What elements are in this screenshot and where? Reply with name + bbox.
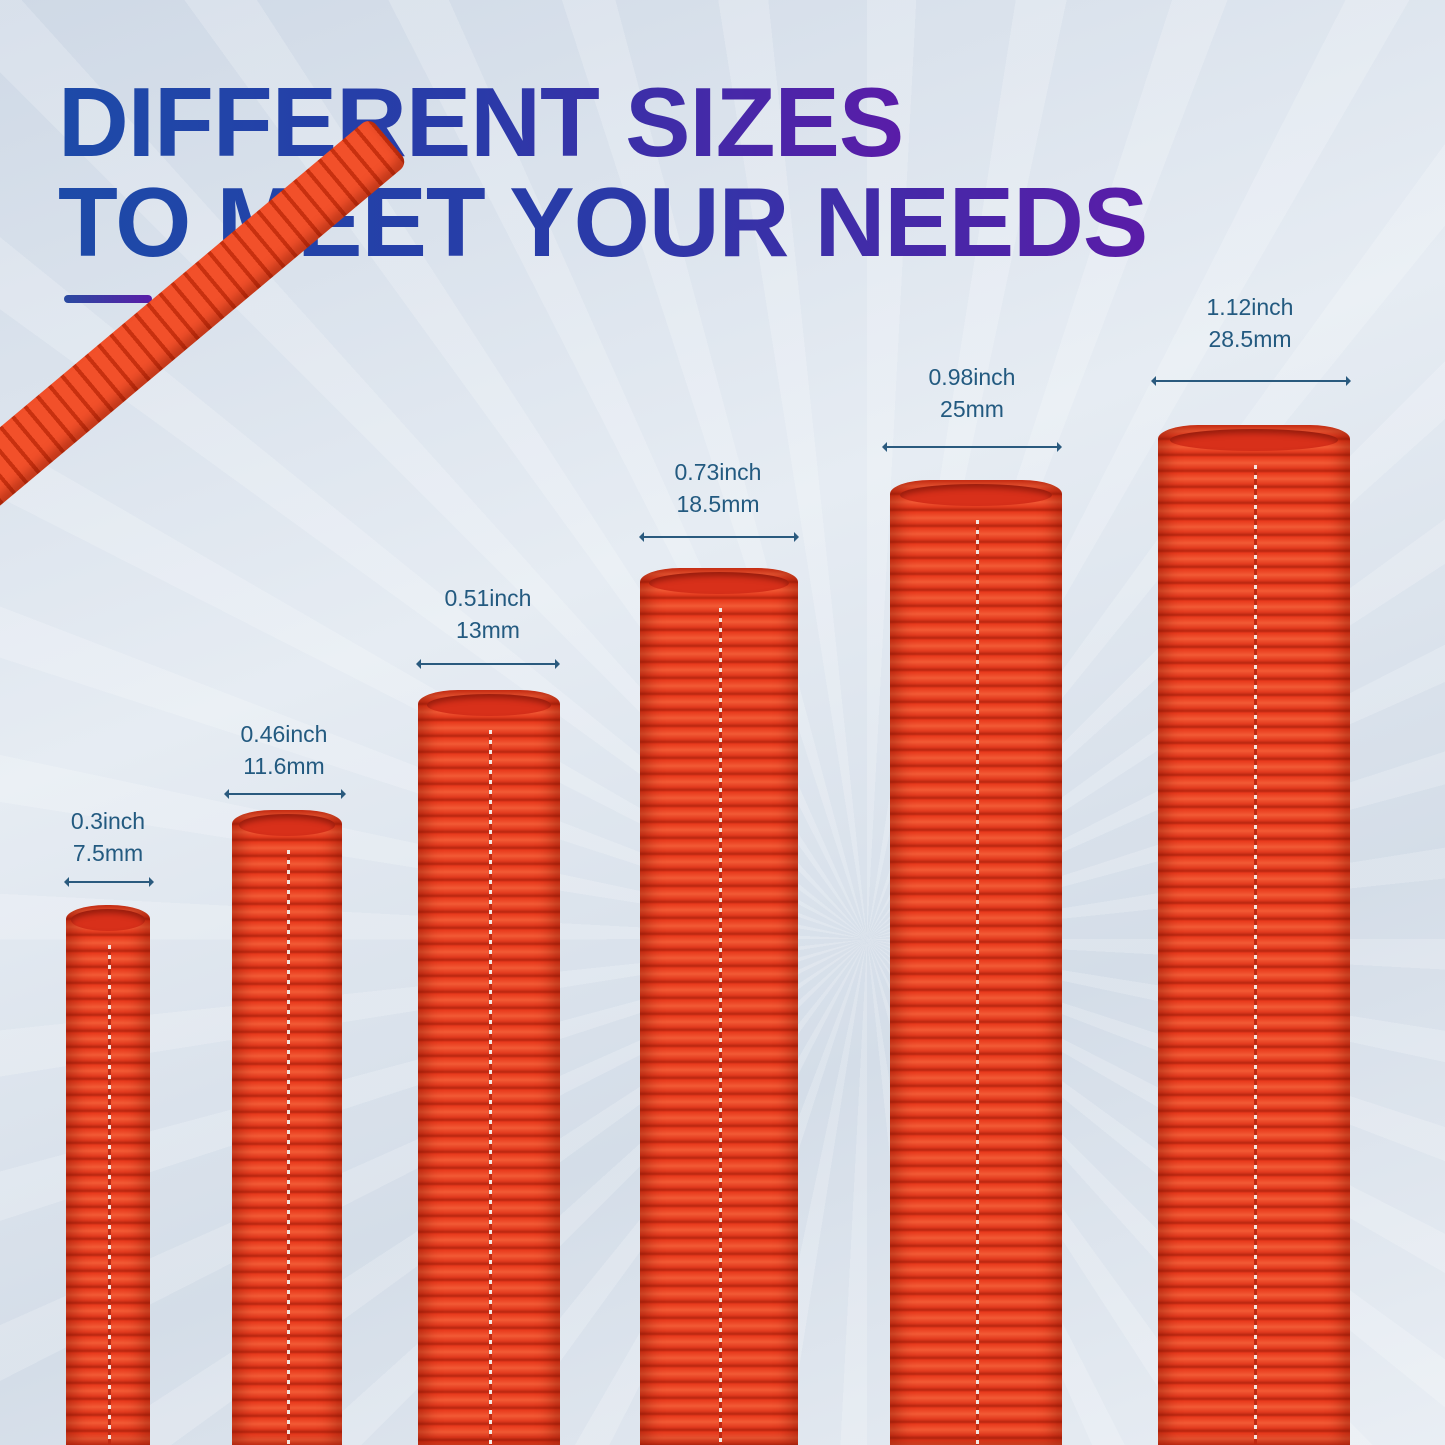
size-label-1: 0.3inch 7.5mm xyxy=(8,805,208,869)
size-label-3: 0.51inch 13mm xyxy=(388,582,588,646)
size-label-6: 1.12inch 28.5mm xyxy=(1150,291,1350,355)
size-inch: 0.46inch xyxy=(240,721,328,747)
size-label-4: 0.73inch 18.5mm xyxy=(618,456,818,520)
dimension-arrow xyxy=(639,532,799,542)
size-inch: 0.51inch xyxy=(444,585,532,611)
size-label-5: 0.98inch 25mm xyxy=(872,361,1072,425)
size-mm: 11.6mm xyxy=(243,753,325,779)
tube-size-1 xyxy=(66,905,150,1445)
tube-size-3 xyxy=(418,690,560,1445)
dimension-arrow xyxy=(1151,376,1351,386)
size-inch: 1.12inch xyxy=(1206,294,1294,320)
size-label-2: 0.46inch 11.6mm xyxy=(184,718,384,782)
dimension-arrow xyxy=(882,442,1062,452)
size-inch: 0.3inch xyxy=(70,808,146,834)
decorative-bar xyxy=(64,295,152,303)
size-mm: 13mm xyxy=(456,617,520,643)
size-inch: 0.98inch xyxy=(928,364,1016,390)
dimension-arrow xyxy=(64,877,154,887)
size-inch: 0.73inch xyxy=(674,459,762,485)
size-mm: 18.5mm xyxy=(676,491,760,517)
dimension-arrow xyxy=(416,659,560,669)
tube-size-2 xyxy=(232,810,342,1445)
tube-size-6 xyxy=(1158,425,1350,1445)
tube-size-4 xyxy=(640,568,798,1445)
tube-size-5 xyxy=(890,480,1062,1445)
headline-line-1: DIFFERENT SIZES xyxy=(58,67,904,177)
dimension-arrow xyxy=(224,789,346,799)
size-mm: 7.5mm xyxy=(72,840,144,866)
size-mm: 28.5mm xyxy=(1208,326,1292,352)
size-mm: 25mm xyxy=(940,396,1004,422)
